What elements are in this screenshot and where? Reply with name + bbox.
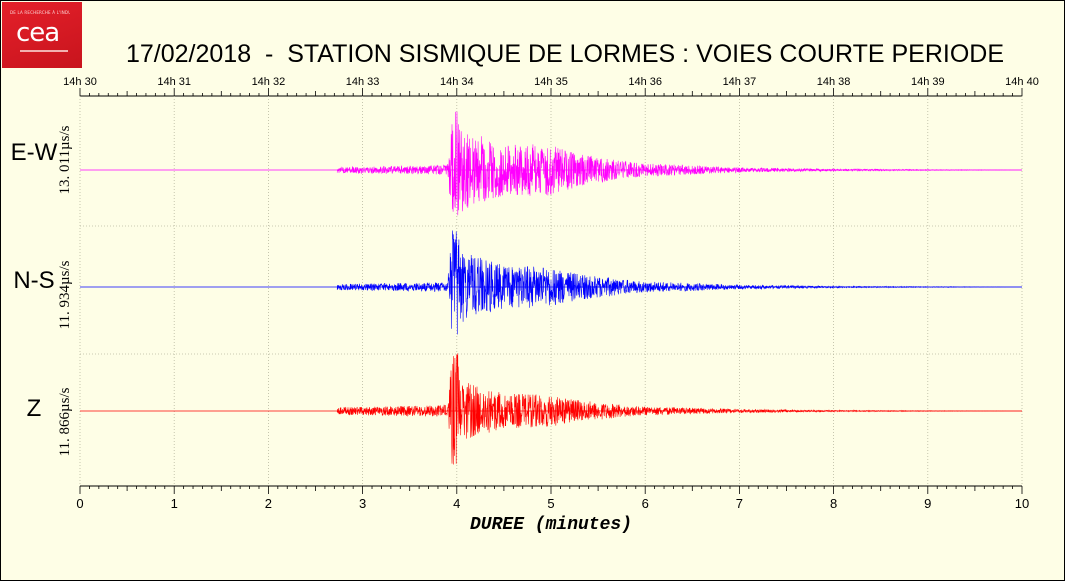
x-axis-label: DUREE (minutes)	[469, 515, 633, 535]
chart-title: 17/02/2018 - STATION SISMIQUE DE LORMES …	[125, 40, 1004, 68]
top-tick-label: 14h 37	[723, 76, 757, 88]
top-tick-label: 14h 31	[157, 76, 191, 88]
top-tick-label: 14h 32	[252, 76, 286, 88]
seismic-waveform	[336, 230, 1022, 335]
channel-label: N-S	[13, 267, 54, 294]
bottom-tick-label: 9	[924, 496, 931, 511]
top-tick-label: 14h 35	[534, 76, 568, 88]
top-tick-label: 14h 36	[628, 76, 662, 88]
top-tick-label: 14h 33	[346, 76, 380, 88]
bottom-tick-label: 4	[453, 496, 460, 511]
bottom-tick-label: 10	[1015, 496, 1029, 511]
bottom-tick-label: 8	[830, 496, 837, 511]
top-tick-label: 14h 38	[817, 76, 851, 88]
bottom-tick-label: 2	[265, 496, 272, 511]
bottom-tick-label: 3	[359, 496, 366, 511]
seismic-waveform	[336, 353, 1022, 465]
top-time-axis: 14h 30 14h 31 14h 32 14h 33 14h 34 14h 35 14h …	[63, 76, 1039, 96]
top-tick-label: 14h 34	[440, 76, 474, 88]
channel-scale-label: 13. 011µs/s	[57, 125, 73, 194]
bottom-tick-label: 0	[76, 496, 83, 511]
channel-label: Z	[27, 395, 42, 422]
trace-ew: E-W 13. 011µs/s	[11, 111, 1022, 216]
logo-wordmark: cea	[16, 18, 60, 48]
bottom-tick-label: 7	[736, 496, 743, 511]
channel-label: E-W	[11, 139, 58, 166]
bottom-minute-axis: 0 1 2 3 4 5 6 7 8 9 10	[76, 486, 1029, 511]
bottom-tick-label: 5	[547, 496, 554, 511]
top-tick-label: 14h 39	[911, 76, 945, 88]
trace-ns: N-S 11. 934µs/s	[13, 230, 1022, 335]
logo-underline	[20, 50, 68, 52]
bottom-tick-label: 1	[171, 496, 178, 511]
trace-z: Z 11. 866µs/s	[27, 353, 1022, 465]
seismic-waveform	[336, 111, 1022, 216]
channel-scale-label: 11. 866µs/s	[57, 387, 73, 456]
top-tick-label: 14h 40	[1005, 76, 1039, 88]
cea-logo: DE LA RECHERCHE À L'INDUSTRIE cea	[2, 2, 82, 68]
top-tick-label: 14h 30	[63, 76, 97, 88]
logo-tagline: DE LA RECHERCHE À L'INDUSTRIE	[10, 10, 70, 15]
channel-scale-label: 11. 934µs/s	[57, 260, 73, 329]
bottom-tick-label: 6	[642, 496, 649, 511]
